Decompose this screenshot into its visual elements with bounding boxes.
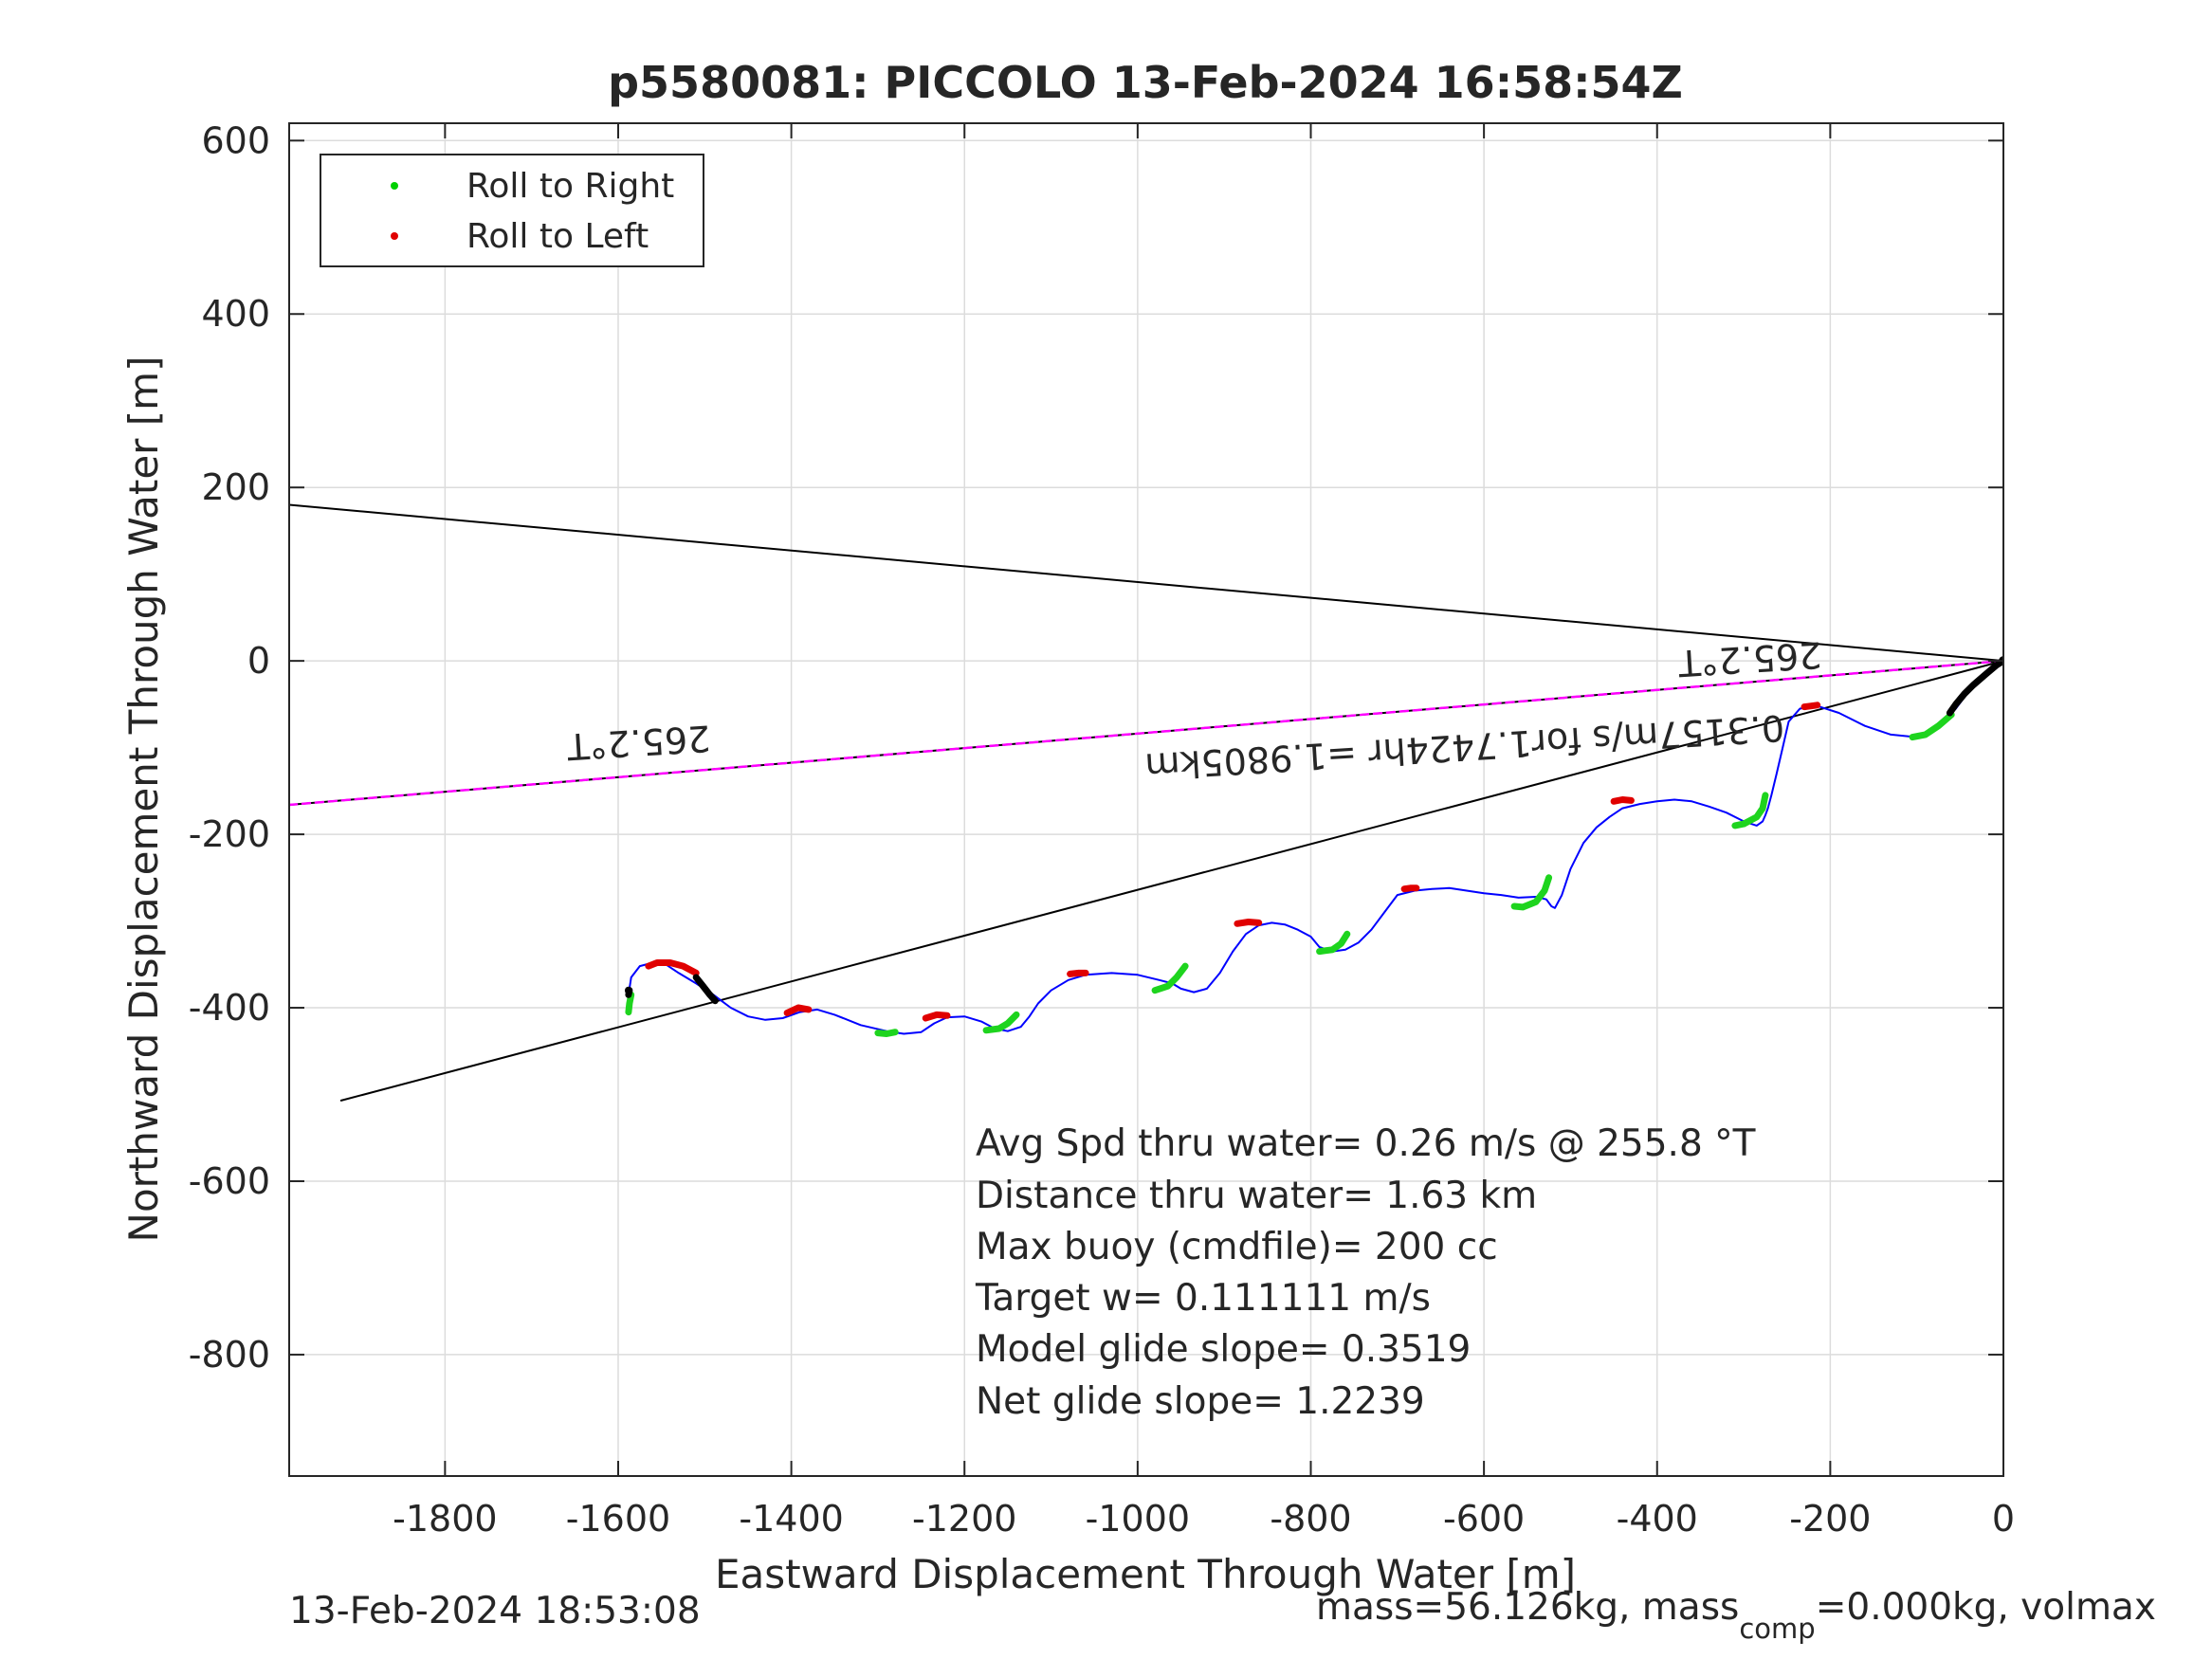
footer-mass-tail: =0.000kg, volmax	[1816, 1586, 2156, 1629]
x-tick-label: -400	[1617, 1498, 1698, 1540]
stats-block: Avg Spd thru water= 0.26 m/s @ 255.8 °T …	[975, 1122, 1756, 1423]
heading-annotation-left: 265.2°T	[565, 717, 711, 767]
roll-left-segment	[922, 1011, 951, 1022]
roll-left-segment	[783, 1004, 813, 1016]
y-tick-label: -200	[189, 813, 270, 855]
footer-mass-info: mass=56.126kg, masscomp=0.000kg, volmax	[1316, 1586, 2156, 1645]
roll-left-segment	[1801, 702, 1821, 711]
stat-net-glide: Net glide slope= 1.2239	[976, 1380, 1425, 1423]
reference-line-1	[289, 503, 2003, 663]
plot-area	[289, 123, 2003, 1476]
roll-right-segment	[874, 1029, 899, 1037]
heading-line	[289, 659, 2003, 807]
x-tick-label: -1400	[739, 1498, 843, 1540]
roll-right-segment	[1731, 792, 1769, 830]
x-tick-label: -1000	[1086, 1498, 1190, 1540]
footer-timestamp: 13-Feb-2024 18:53:08	[289, 1590, 701, 1632]
stat-avg-speed: Avg Spd thru water= 0.26 m/s @ 255.8 °T	[976, 1122, 1756, 1165]
roll-left-segment	[1400, 884, 1420, 893]
roll-left-segment	[1610, 796, 1635, 805]
axis-ticks: -1800 -1600 -1400 -1200 -1000 -800 -600 -400 -20…	[189, 119, 2015, 1540]
track-end-point	[624, 986, 632, 994]
x-tick-label: -1800	[393, 1498, 497, 1540]
plot-frame	[288, 122, 2004, 1477]
y-tick-label: 200	[201, 466, 270, 508]
y-tick-label: -800	[189, 1334, 270, 1376]
legend-label-roll-left: Roll to Left	[466, 217, 649, 256]
x-tick-label: -200	[1789, 1498, 1871, 1540]
y-axis-label: Northward Displacement Through Water [m]	[120, 356, 167, 1243]
stat-target-w: Target w= 0.111111 m/s	[975, 1277, 1431, 1320]
roll-left-segment	[645, 959, 700, 976]
y-tick-label: 600	[201, 119, 270, 161]
y-tick-label: 0	[247, 640, 270, 682]
legend-marker-roll-left	[391, 232, 398, 240]
chart-title: p5580081: PICCOLO 13-Feb-2024 16:58:54Z	[608, 57, 1683, 108]
roll-right-segment	[1909, 711, 1955, 741]
roll-right-segment	[625, 991, 635, 1016]
roll-left-segment	[1067, 969, 1089, 977]
stat-max-buoy: Max buoy (cmdfile)= 200 cc	[976, 1226, 1498, 1268]
heading-annotation-right: 265.2°T	[1676, 633, 1822, 684]
roll-right-segment	[982, 1011, 1020, 1034]
x-tick-label: -1600	[566, 1498, 670, 1540]
footer-mass-subscript: comp	[1739, 1613, 1815, 1645]
x-tick-label: -800	[1270, 1498, 1351, 1540]
reference-line-2	[339, 660, 2003, 1102]
legend: Roll to Right Roll to Left	[320, 154, 704, 267]
surface-segment	[1946, 657, 2003, 717]
y-tick-label: -600	[189, 1160, 270, 1202]
footer-mass: mass=56.126kg, mass	[1316, 1586, 1739, 1629]
x-tick-label: -1200	[912, 1498, 1016, 1540]
legend-marker-roll-right	[391, 182, 398, 190]
legend-label-roll-right: Roll to Right	[466, 167, 674, 206]
stat-distance: Distance thru water= 1.63 km	[976, 1175, 1537, 1217]
surface-segment	[692, 974, 719, 1005]
roll-right-segment	[1151, 962, 1189, 994]
grid	[289, 123, 2004, 1476]
roll-right-segment	[1316, 930, 1351, 956]
legend-box	[320, 154, 704, 267]
x-axis-label: Eastward Displacement Through Water [m]	[715, 1551, 1576, 1597]
roll-left-segment	[1234, 919, 1263, 927]
roll-right-segment	[1510, 874, 1553, 911]
x-tick-label: -600	[1443, 1498, 1525, 1540]
y-tick-label: -400	[189, 987, 270, 1029]
data-layer	[289, 503, 2003, 1102]
y-tick-label: 400	[201, 293, 270, 335]
x-tick-label: 0	[1992, 1498, 2015, 1540]
stat-model-glide: Model glide slope= 0.3519	[976, 1328, 1471, 1371]
